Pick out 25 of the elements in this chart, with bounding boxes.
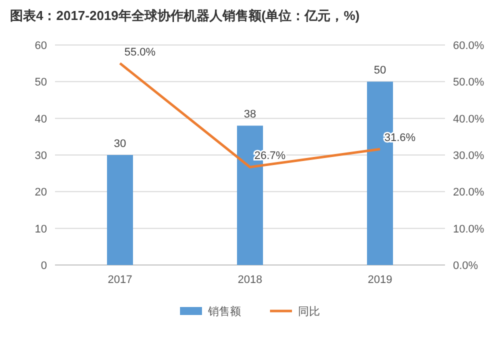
y2-tick-label: 10.0% — [453, 223, 484, 236]
legend-label: 销售额 — [207, 305, 241, 318]
y-tick-label: 20 — [34, 186, 47, 199]
y-tick-label: 50 — [34, 76, 47, 89]
y2-tick-label: 50.0% — [453, 76, 484, 89]
data-label: 50 — [374, 64, 386, 77]
y-tick-label: 0 — [40, 260, 47, 272]
data-label: 38 — [244, 108, 256, 121]
x-tick-label: 2017 — [108, 274, 132, 286]
y2-tick-label: 20.0% — [453, 186, 484, 199]
x-tick-label: 2018 — [238, 274, 262, 286]
y2-tick-label: 60.0% — [453, 40, 484, 52]
x-tick-label: 2019 — [368, 274, 392, 286]
y-tick-label: 30 — [34, 150, 47, 162]
y-tick-label: 60 — [34, 40, 47, 52]
data-label: 30 — [114, 138, 126, 150]
y-tick-label: 40 — [34, 113, 47, 126]
data-label: 55.0% — [124, 46, 156, 58]
bar — [107, 155, 133, 265]
y2-tick-label: 30.0% — [453, 150, 484, 162]
y2-tick-label: 0.0% — [453, 260, 478, 272]
chart-title: 图表4：2017-2019年全球协作机器人销售额(单位：亿元，%) — [10, 8, 360, 23]
y-tick-label: 10 — [34, 223, 47, 236]
legend-label: 同比 — [298, 305, 320, 318]
y2-tick-label: 40.0% — [453, 113, 484, 126]
